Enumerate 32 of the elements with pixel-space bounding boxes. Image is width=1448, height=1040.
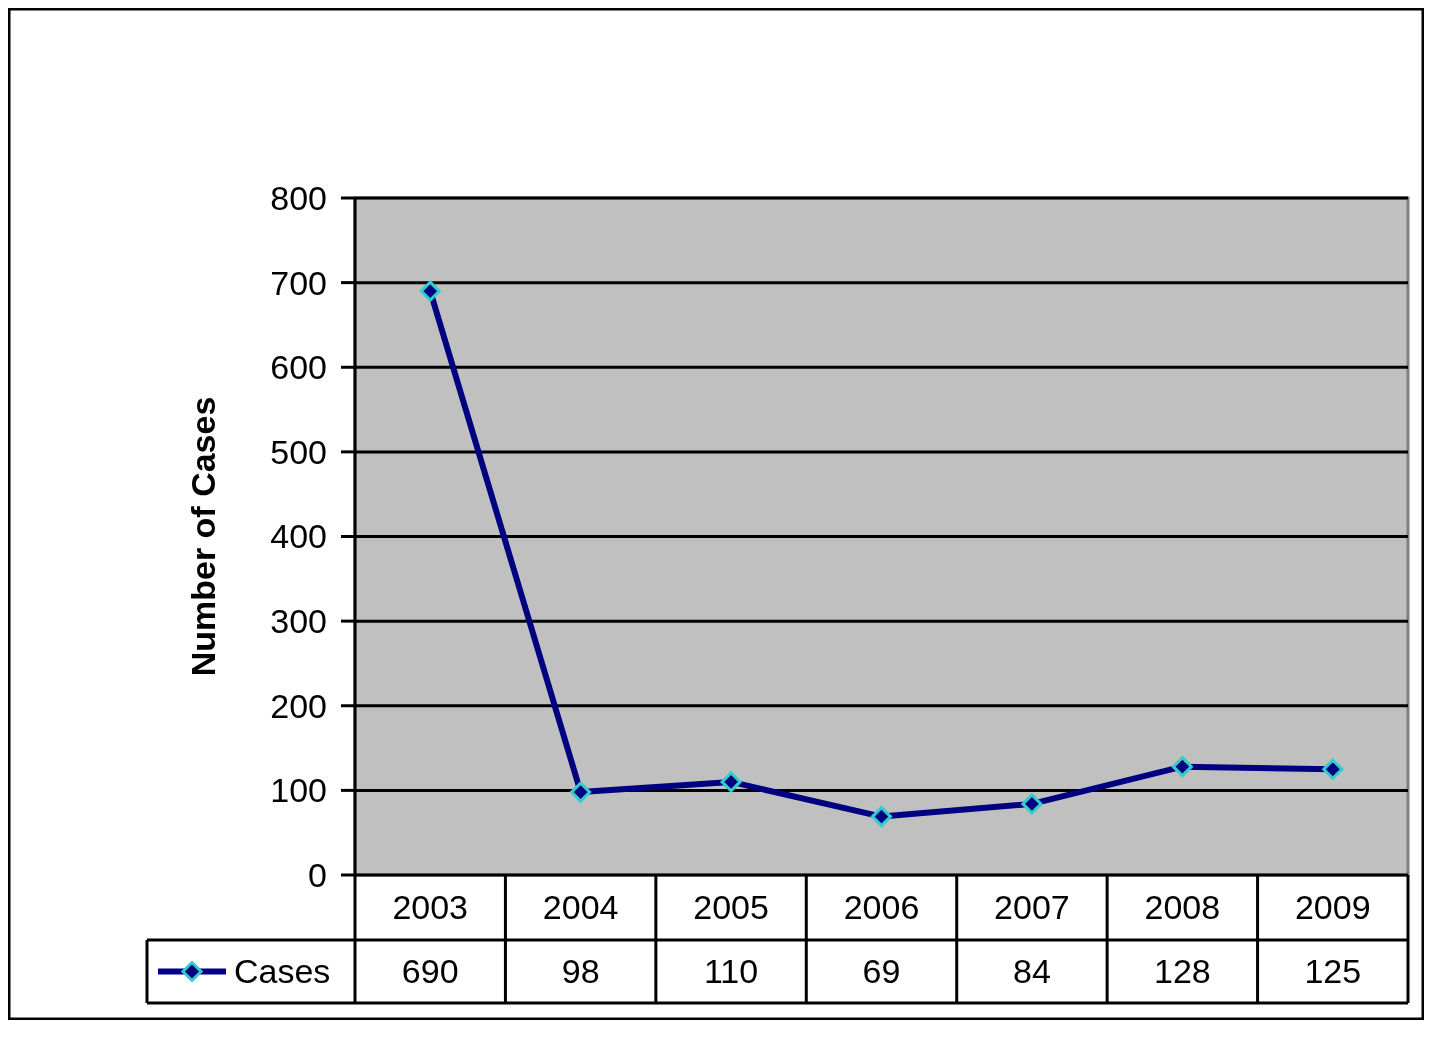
data-label: 128 [1153, 952, 1211, 991]
point [1171, 756, 1193, 778]
data-label: 84 [1013, 952, 1051, 991]
y-tick-label: 100 [270, 771, 327, 810]
x-tick-label: 2003 [392, 888, 469, 927]
x-tick-label: 2007 [994, 888, 1070, 927]
point [419, 280, 441, 302]
y-tick-label: 300 [270, 602, 327, 641]
y-tick-label: 500 [270, 432, 327, 471]
x-tick-label: 2006 [843, 888, 920, 927]
y-tick-label: 700 [270, 263, 327, 302]
y-tick-label: 0 [308, 855, 327, 894]
point [1322, 758, 1344, 780]
legend-label: Cases [234, 952, 331, 991]
point [871, 806, 892, 828]
y-tick-label: 200 [270, 686, 327, 725]
point [720, 771, 742, 793]
y-axis-title: Number of Cases [184, 396, 222, 677]
x-tick-label: 2004 [542, 888, 619, 927]
data-label: 690 [401, 952, 459, 991]
y-tick-label: 400 [270, 517, 327, 556]
y-tick-label: 800 [270, 178, 327, 217]
data-label: 69 [862, 952, 901, 991]
data-label: 98 [561, 952, 600, 991]
x-tick-label: 2008 [1144, 888, 1221, 927]
x-tick-label: 2009 [1294, 888, 1371, 927]
point [570, 781, 592, 803]
x-tick-label: 2005 [693, 888, 769, 927]
point [1021, 793, 1043, 815]
y-tick-label: 600 [270, 348, 327, 387]
data-label: 125 [1304, 952, 1362, 991]
data-label: 110 [703, 952, 759, 991]
